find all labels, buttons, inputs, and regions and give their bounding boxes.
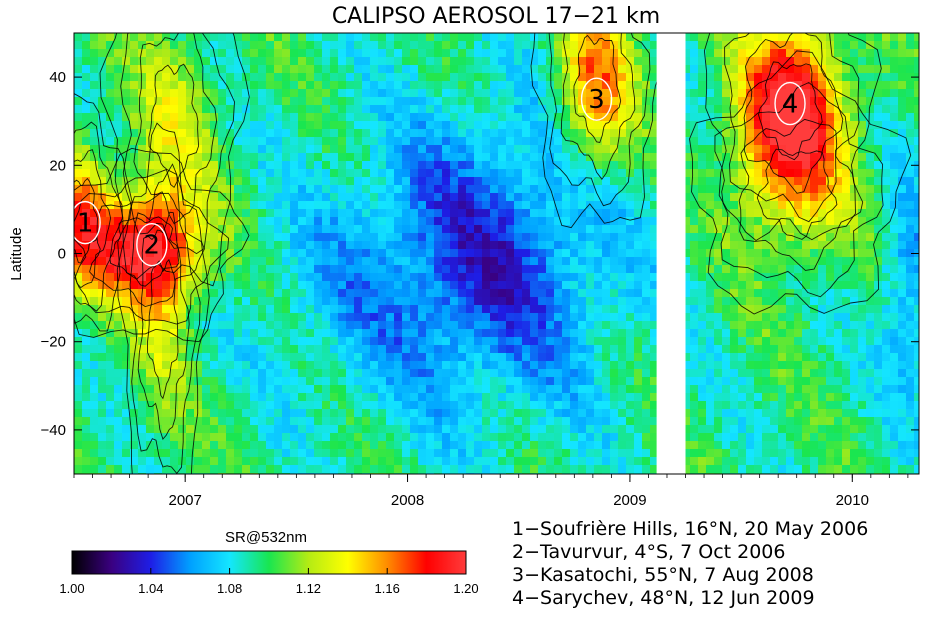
legend-entry: 1−Soufrière Hills, 16°N, 20 May 2006 xyxy=(512,518,869,540)
colorbar-title: SR@532nm xyxy=(225,529,307,546)
x-tick-label: 2009 xyxy=(613,492,646,509)
colorbar-tick-label: 1.04 xyxy=(138,581,163,596)
data-gap xyxy=(656,32,686,475)
legend-entry: 2−Tavurvur, 4°S, 7 Oct 2006 xyxy=(512,541,786,563)
y-axis: 40 20 0 −20 −40 xyxy=(41,69,919,439)
eruption-label: 1 xyxy=(77,209,94,239)
eruption-marker-3: 3 xyxy=(580,77,613,121)
x-tick-label: 2007 xyxy=(168,492,201,509)
eruption-label: 4 xyxy=(782,90,799,120)
colorbar-tick-label: 1.00 xyxy=(59,581,84,596)
legend-entry: 3−Kasatochi, 55°N, 7 Aug 2008 xyxy=(512,564,814,586)
y-axis-label: Latitude xyxy=(8,227,25,280)
eruption-label: 2 xyxy=(144,231,161,261)
y-tick-label: 0 xyxy=(58,246,66,263)
colorbar xyxy=(71,550,467,575)
eruption-marker-2: 2 xyxy=(136,222,168,267)
colorbar-tick-label: 1.16 xyxy=(375,581,400,596)
colorbar-ticks: 1.00 1.04 1.08 1.12 1.16 1.20 xyxy=(59,568,479,596)
eruption-marker-4: 4 xyxy=(774,81,806,126)
colorbar-tick-label: 1.20 xyxy=(453,581,478,596)
x-axis: 2007 2008 2009 2010 xyxy=(73,474,909,509)
heatmap-field xyxy=(74,33,919,474)
eruption-marker-1: 1 xyxy=(69,200,101,245)
eruption-markers: 1 2 3 4 xyxy=(69,77,806,267)
contour-lines xyxy=(74,33,912,474)
eruption-label: 3 xyxy=(588,85,605,115)
y-tick-label: 20 xyxy=(49,157,66,174)
y-tick-label: 40 xyxy=(49,69,66,86)
y-tick-label: −40 xyxy=(41,422,66,439)
colorbar-tick-label: 1.08 xyxy=(217,581,242,596)
legend-entry: 4−Sarychev, 48°N, 12 Jun 2009 xyxy=(512,587,815,609)
chart-title: CALIPSO AEROSOL 17−21 km xyxy=(332,4,660,29)
x-tick-label: 2008 xyxy=(391,492,424,509)
x-tick-label: 2010 xyxy=(836,492,869,509)
y-tick-label: −20 xyxy=(41,334,66,351)
colorbar-tick-label: 1.12 xyxy=(296,581,321,596)
